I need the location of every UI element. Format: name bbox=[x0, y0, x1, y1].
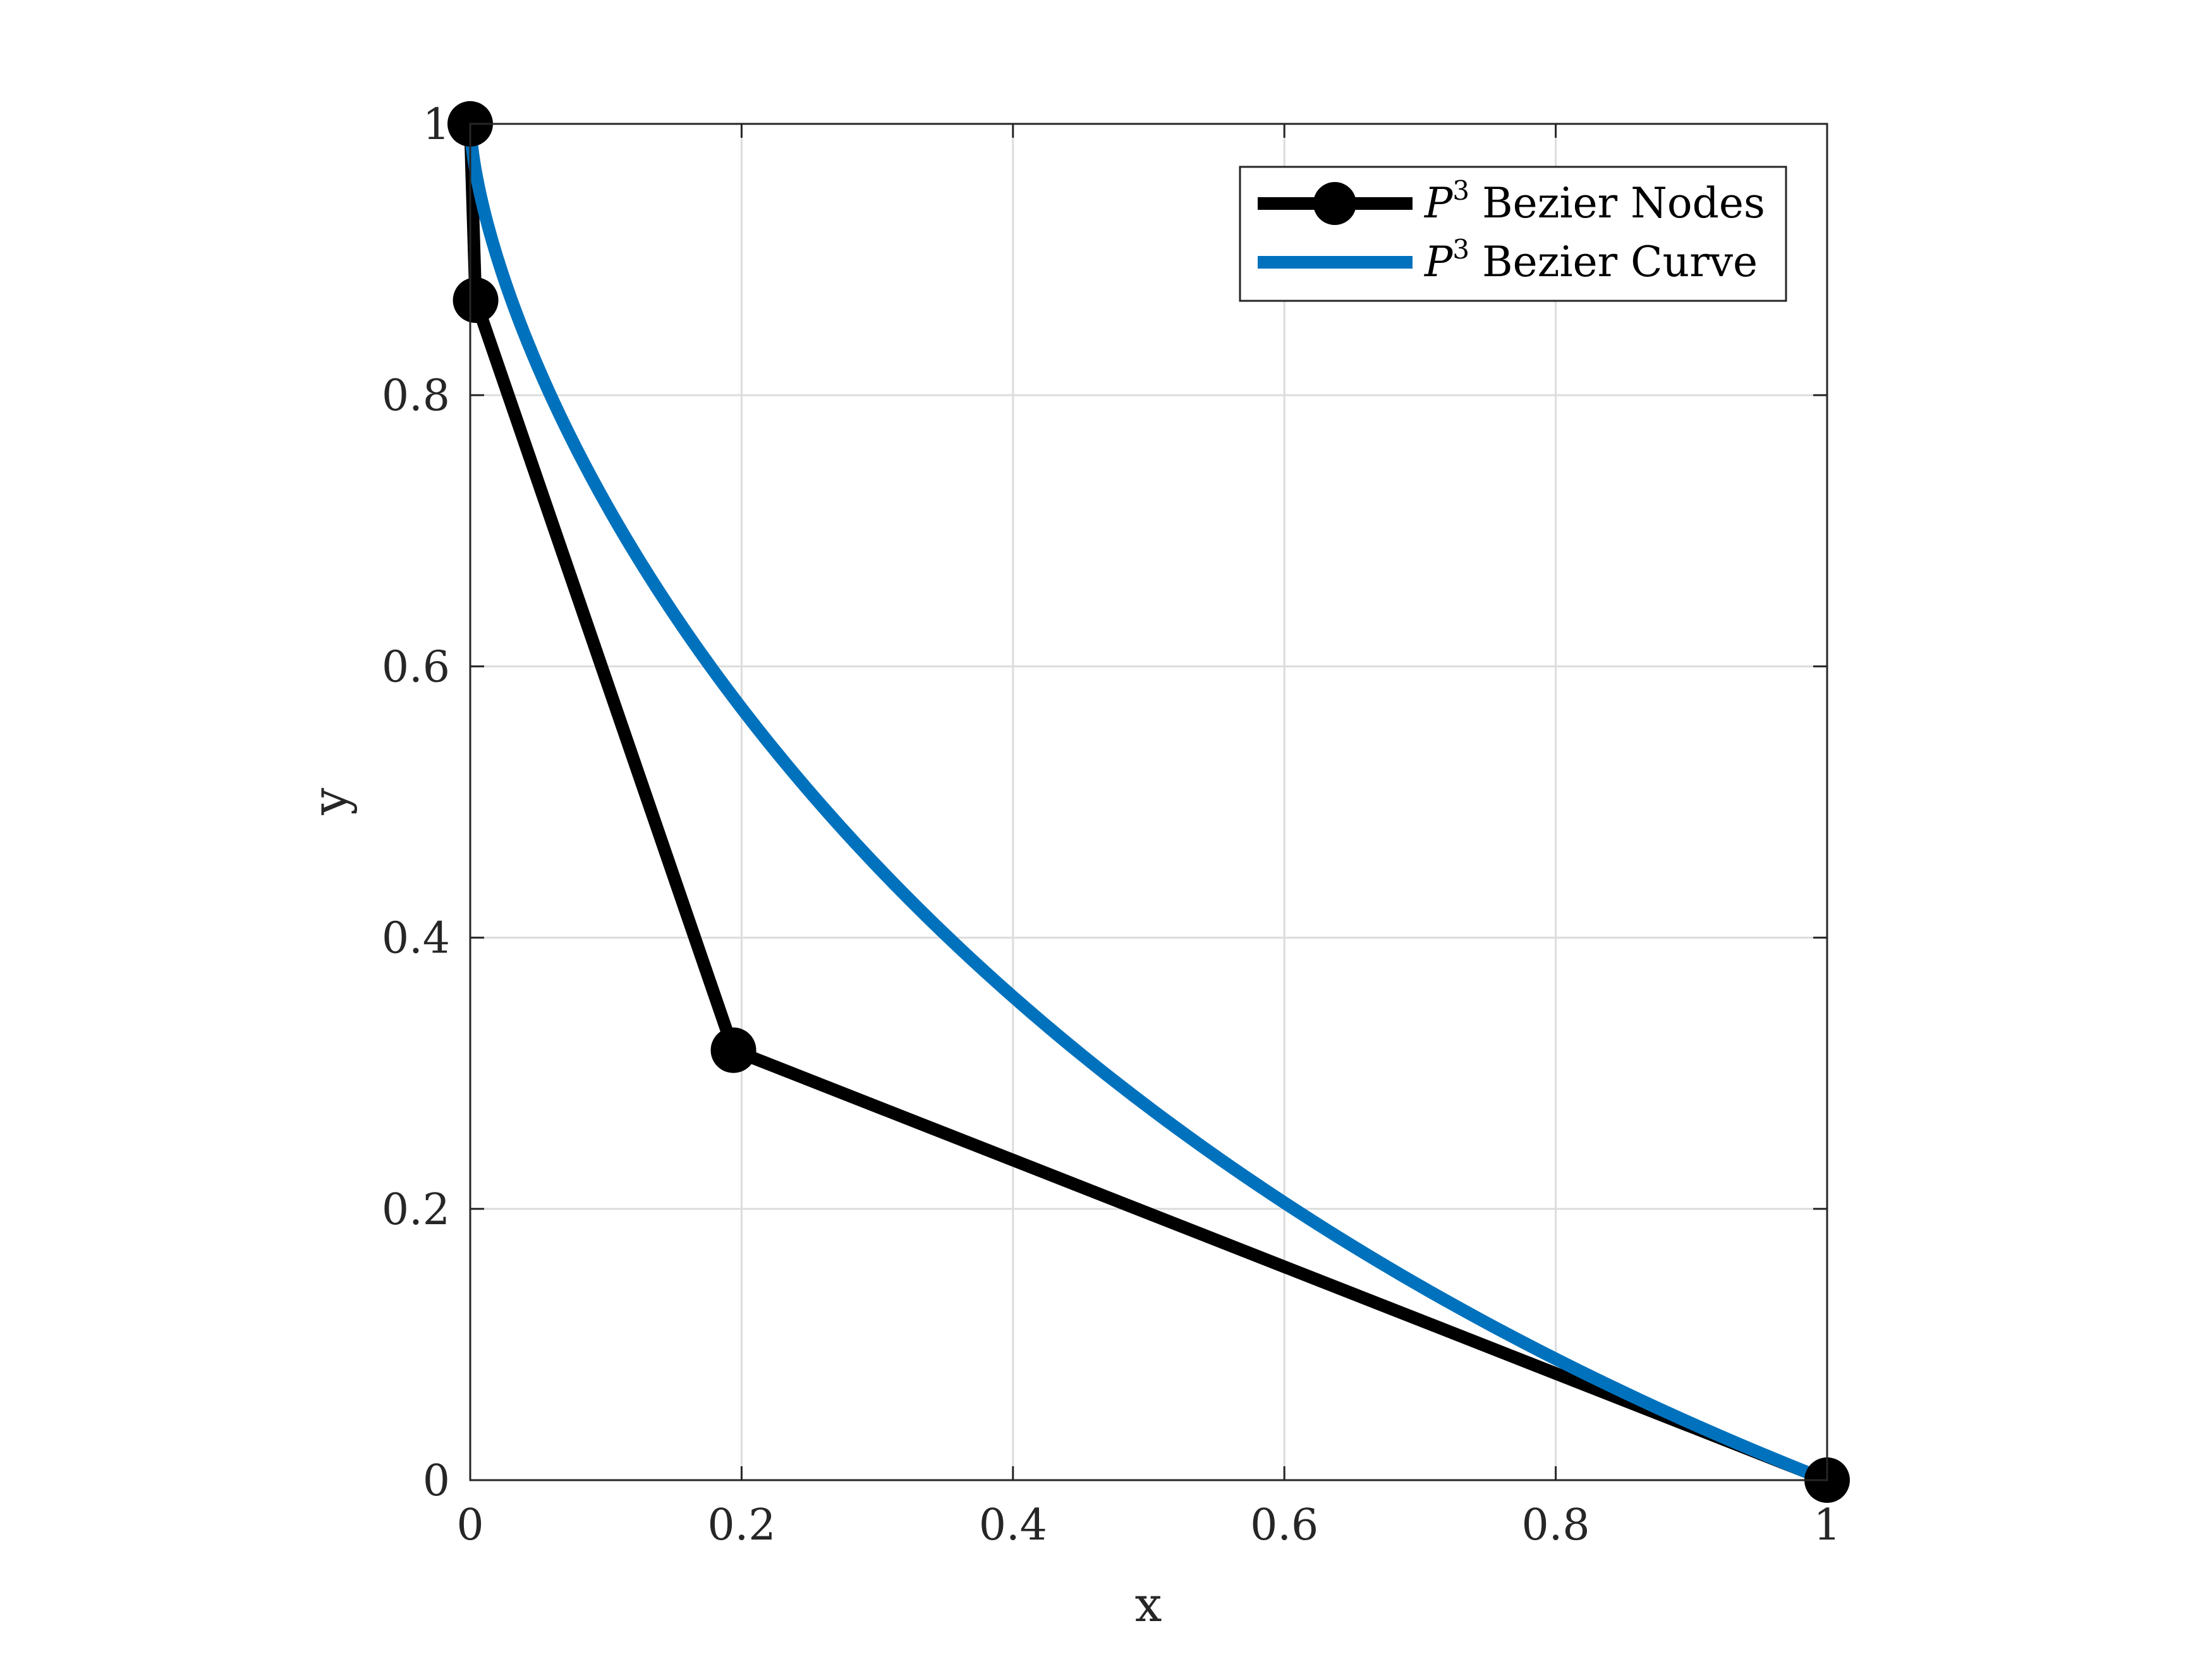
x-tick-label: 0.4 bbox=[979, 1500, 1047, 1550]
series-layer bbox=[447, 101, 1850, 1503]
legend-curve-text: Bezier Curve bbox=[1482, 238, 1758, 286]
legend-nodes-text: Bezier Nodes bbox=[1482, 179, 1765, 228]
legend-curve-superscript: 3 bbox=[1452, 234, 1469, 265]
legend-curve-symbol: P bbox=[1424, 238, 1454, 286]
series-nodes-point bbox=[710, 1027, 757, 1073]
y-axis-label: y bbox=[301, 787, 358, 815]
series-nodes-point bbox=[453, 277, 499, 323]
legend-entry-nodes: P3 Bezier Nodes bbox=[1258, 175, 1765, 228]
y-tick-label: 0.6 bbox=[382, 642, 450, 692]
y-tick-label: 0 bbox=[423, 1456, 450, 1506]
legend-nodes-superscript: 3 bbox=[1452, 175, 1469, 206]
legend-label-curve: P3 Bezier Curve bbox=[1424, 234, 1758, 286]
x-tick-label: 1 bbox=[1813, 1500, 1840, 1550]
x-tick-label: 0.8 bbox=[1522, 1500, 1590, 1550]
y-tick-label: 1 bbox=[423, 100, 450, 150]
ticks bbox=[469, 123, 1828, 1481]
legend-entry-curve: P3 Bezier Curve bbox=[1258, 234, 1758, 286]
tick-labels: 0 0.2 0.4 0.6 0.8 1 0 0.2 0.4 0.6 0.8 1 bbox=[382, 100, 1841, 1550]
x-tick-label: 0.6 bbox=[1250, 1500, 1318, 1550]
series-nodes-line bbox=[464, 123, 1830, 1486]
legend: P3 Bezier Nodes P3 Bezier Curve bbox=[1239, 166, 1787, 302]
y-tick-label: 0.2 bbox=[382, 1185, 450, 1235]
legend-nodes-symbol: P bbox=[1424, 179, 1454, 228]
legend-swatch-nodes-marker bbox=[1313, 182, 1356, 225]
y-tick-label: 0.8 bbox=[382, 371, 450, 421]
y-tick-label: 0.4 bbox=[382, 914, 450, 964]
plot-background bbox=[470, 124, 1827, 1480]
series-curve-line bbox=[464, 123, 1830, 1486]
x-axis-label: x bbox=[1135, 1576, 1162, 1632]
legend-label-nodes: P3 Bezier Nodes bbox=[1424, 175, 1765, 228]
plot-frame bbox=[469, 123, 1828, 1481]
x-tick-label: 0 bbox=[456, 1500, 483, 1550]
x-tick-label: 0.2 bbox=[707, 1500, 775, 1550]
